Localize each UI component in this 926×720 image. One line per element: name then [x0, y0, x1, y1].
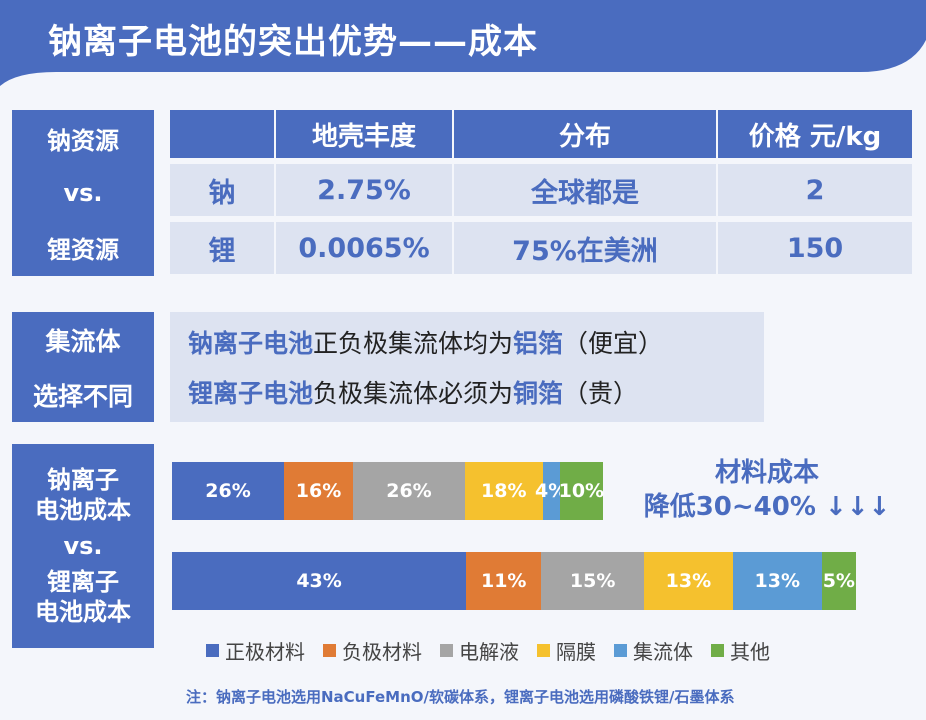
plain-text: （贵）: [563, 379, 639, 408]
legend-label: 隔膜: [556, 640, 596, 664]
highlight-text: 钠离子电池: [188, 329, 314, 358]
chart-legend: 正极材料 负极材料 电解液 隔膜 集流体 其他: [206, 636, 770, 665]
cost-side-label: 钠离子 电池成本 vs. 锂离子 电池成本: [12, 444, 154, 648]
title-banner: 钠离子电池的突出优势——成本: [0, 0, 926, 86]
cost-reduction-note: 材料成本 降低30~40% ↓↓↓: [622, 456, 912, 524]
side-label-line: 钠资源: [47, 127, 119, 156]
resource-side-label: 钠资源 vs. 锂资源: [12, 110, 154, 276]
plain-text: 负极集流体必须为: [313, 379, 514, 408]
bar-segment: 13%: [732, 552, 822, 610]
plain-text: （便宜）: [563, 329, 664, 358]
bar-segment: 26%: [352, 462, 465, 520]
bar-segment: 4%: [535, 462, 567, 520]
bar-segment: 13%: [643, 552, 733, 610]
collector-box: 钠离子电池正负极集流体均为铝箔（便宜） 锂离子电池负极集流体必须为铜箔（贵）: [170, 312, 764, 422]
collector-line-sodium: 钠离子电池正负极集流体均为铝箔（便宜）: [188, 324, 663, 360]
table-cell-abundance: 2.75%: [276, 164, 452, 216]
table-header-cell: 价格 元/kg: [718, 110, 912, 158]
bar-segment: 16%: [284, 462, 353, 520]
legend-item: 负极材料: [323, 636, 422, 665]
legend-swatch: [614, 644, 627, 657]
side-label-line: 锂离子: [47, 568, 119, 596]
cost-note-line: 降低30~40% ↓↓↓: [643, 492, 891, 522]
legend-swatch: [711, 644, 724, 657]
page-title: 钠离子电池的突出优势——成本: [48, 22, 538, 62]
bar-segment: 5%: [821, 552, 856, 610]
legend-swatch: [440, 644, 453, 657]
table-cell-element: 钠: [170, 164, 274, 216]
legend-item: 隔膜: [537, 636, 596, 665]
side-label-line: 电池成本: [35, 598, 131, 626]
table-cell-distribution: 75%在美洲: [454, 222, 716, 274]
plain-text: 正负极集流体均为: [313, 329, 514, 358]
legend-swatch: [323, 644, 336, 657]
legend-label: 负极材料: [342, 640, 422, 664]
highlight-text: 铜箔: [513, 379, 564, 408]
table-cell-element: 锂: [170, 222, 274, 274]
side-label-line: vs.: [63, 532, 103, 560]
legend-label: 集流体: [633, 640, 693, 664]
bar-segment: 43%: [172, 552, 467, 610]
collector-line-lithium: 锂离子电池负极集流体必须为铜箔（贵）: [188, 374, 638, 410]
highlight-text: 锂离子电池: [188, 379, 314, 408]
table-header-cell: 分布: [454, 110, 716, 158]
side-label-line: vs.: [63, 178, 103, 207]
bar-segment: 10%: [559, 462, 604, 520]
legend-label: 正极材料: [225, 640, 305, 664]
table-header-cell: 地壳丰度: [276, 110, 452, 158]
banner-shape: [0, 0, 926, 86]
legend-swatch: [206, 644, 219, 657]
bar-segment: 26%: [172, 462, 285, 520]
legend-swatch: [537, 644, 550, 657]
table-cell-price: 150: [718, 222, 912, 274]
resource-table: 地壳丰度 分布 价格 元/kg 钠 2.75% 全球都是 2 锂 0.0065%…: [170, 110, 912, 276]
cost-note-line: 材料成本: [714, 458, 819, 488]
table-cell-abundance: 0.0065%: [276, 222, 452, 274]
side-label-line: 电池成本: [35, 496, 131, 524]
legend-item: 集流体: [614, 636, 693, 665]
sodium-cost-bar: 26% 16% 26% 18% 4% 10%: [172, 462, 604, 520]
side-label-line: 集流体: [45, 326, 121, 356]
legend-item: 其他: [711, 636, 770, 665]
table-cell-price: 2: [718, 164, 912, 216]
legend-label: 其他: [730, 640, 770, 664]
bar-segment: 15%: [541, 552, 644, 610]
bar-segment: 18%: [465, 462, 543, 520]
lithium-cost-bar: 43% 11% 15% 13% 13% 5%: [172, 552, 856, 610]
collector-side-label: 集流体 选择不同: [12, 312, 154, 422]
highlight-text: 铝箔: [513, 329, 564, 358]
legend-item: 电解液: [440, 636, 519, 665]
side-label-line: 选择不同: [32, 381, 133, 411]
side-label-line: 锂资源: [47, 235, 119, 264]
table-cell-distribution: 全球都是: [454, 164, 716, 216]
legend-item: 正极材料: [206, 636, 305, 665]
bar-segment: 11%: [466, 552, 542, 610]
side-label-line: 钠离子: [47, 466, 119, 494]
footnote: 注：钠离子电池选用NaCuFeMnO/软碳体系，锂离子电池选用磷酸铁锂/石墨体系: [186, 688, 735, 706]
legend-label: 电解液: [459, 640, 519, 664]
table-header-cell: [170, 110, 274, 158]
